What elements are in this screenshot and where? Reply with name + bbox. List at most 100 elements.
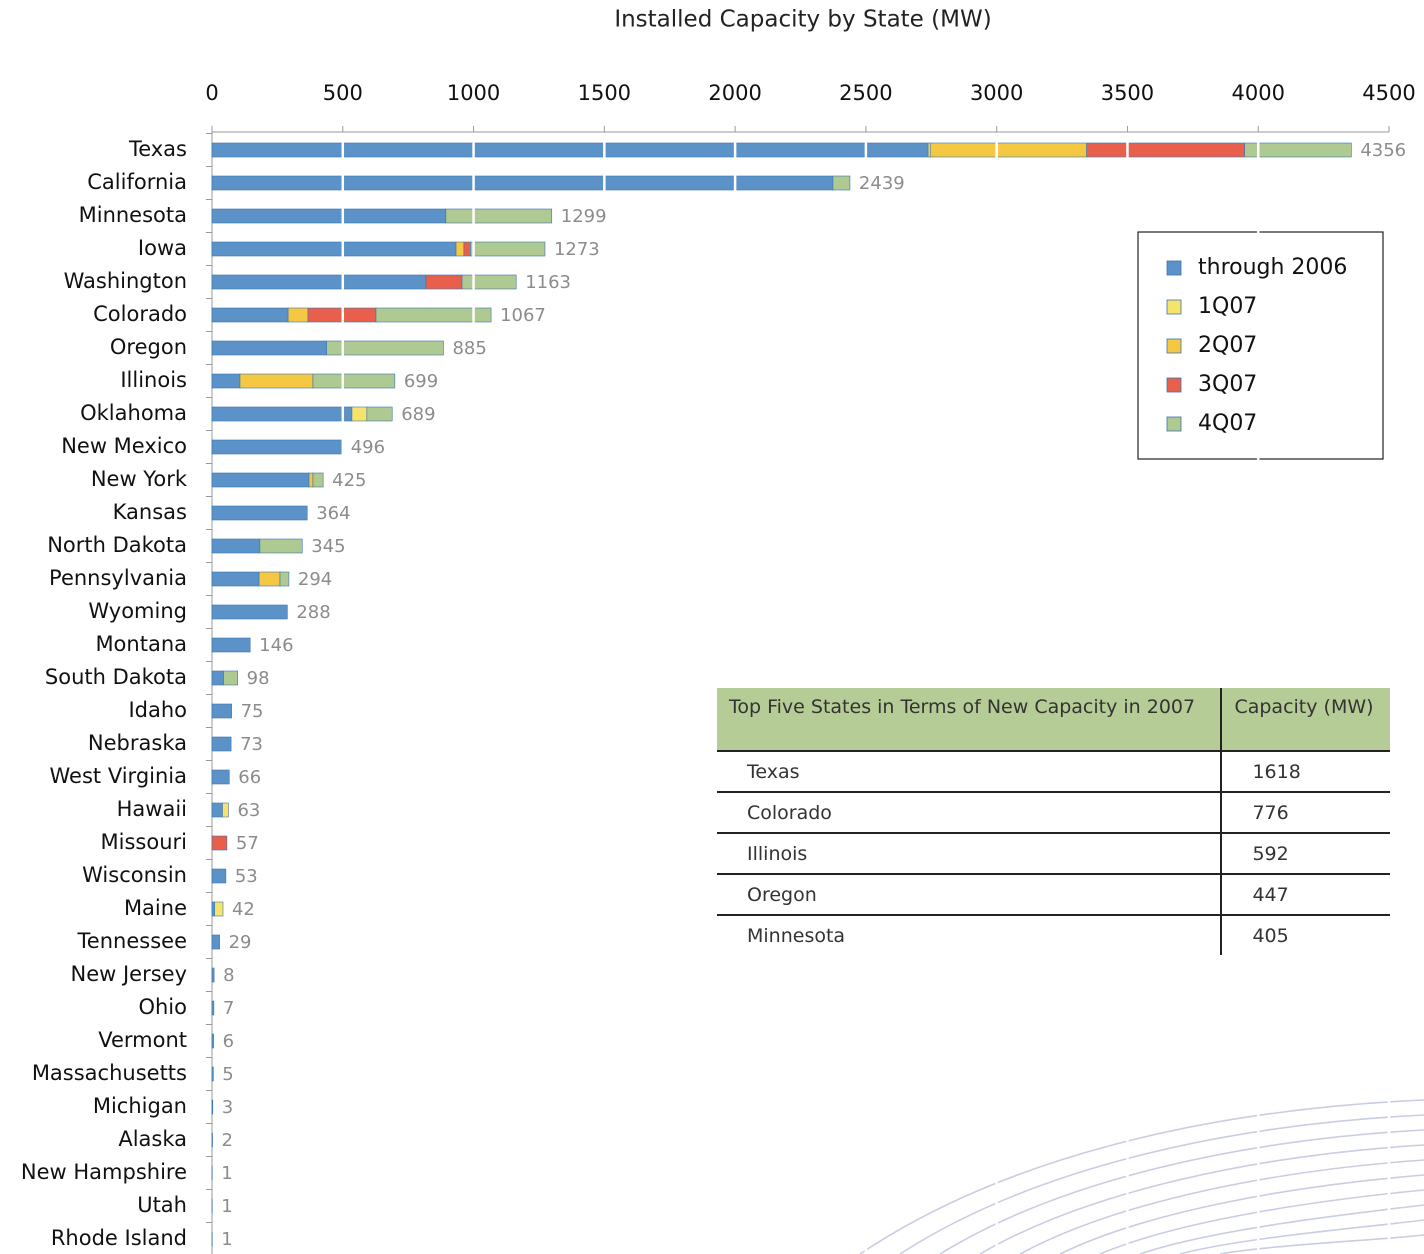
total-label: 146: [259, 635, 293, 656]
bar-segment: [211, 670, 224, 686]
x-tick-label: 3500: [1101, 81, 1154, 105]
total-label: 885: [452, 338, 486, 359]
y-tick-label: Illinois: [120, 368, 187, 392]
total-label: 1: [221, 1229, 232, 1250]
legend-label: 4Q07: [1198, 411, 1257, 436]
x-tick-label: 4500: [1362, 81, 1415, 105]
table-cell: Oregon: [717, 874, 1222, 916]
total-label: 1: [221, 1163, 232, 1184]
bar-segment: [366, 406, 393, 422]
bar-segment: [463, 241, 471, 257]
y-tick-label: New Hampshire: [21, 1160, 187, 1184]
table-cell: 592: [1220, 833, 1390, 875]
bar-segment: [445, 208, 553, 224]
bar-segment: [211, 538, 261, 554]
y-tick-label: Hawaii: [117, 797, 187, 821]
y-tick-label: New Mexico: [61, 434, 187, 458]
total-label: 345: [311, 536, 345, 557]
bar-segment: [211, 1099, 214, 1115]
bar-segment: [211, 1000, 215, 1016]
bar-segment: [326, 340, 444, 356]
total-label: 42: [232, 899, 255, 920]
bar-segment: [211, 835, 228, 851]
table-header: Capacity (MW): [1220, 688, 1390, 752]
table-cell: Minnesota: [747, 924, 846, 947]
bar-segment: [312, 472, 324, 488]
table-header: Top Five States in Terms of New Capacity…: [717, 688, 1222, 752]
y-tick-label: Rhode Island: [51, 1226, 187, 1250]
bar-segment: [211, 703, 232, 719]
bar-segment: [211, 769, 230, 785]
bar-segment: [211, 472, 310, 488]
total-label: 288: [296, 602, 330, 623]
total-label: 66: [238, 767, 261, 788]
total-label: 294: [298, 569, 332, 590]
bar-segment: [927, 142, 931, 158]
y-tick-label: Missouri: [101, 830, 187, 854]
y-tick-label: Texas: [128, 137, 187, 161]
y-tick-label: Iowa: [138, 236, 187, 260]
legend-swatch: [1166, 260, 1182, 276]
y-tick-label: California: [87, 170, 187, 194]
y-tick-label: New York: [91, 467, 188, 491]
bar-segment: [223, 670, 238, 686]
y-tick-label: Oklahoma: [80, 401, 187, 425]
total-label: 4356: [1360, 140, 1406, 161]
table-cell: Colorado: [717, 792, 1222, 834]
bar-segment: [470, 241, 546, 257]
total-label: 2439: [859, 173, 905, 194]
bar-segment: [351, 406, 368, 422]
bar-segment: [211, 604, 288, 620]
x-tick-label: 4000: [1231, 81, 1284, 105]
total-label: 73: [240, 734, 263, 755]
bar-segment: [929, 142, 1087, 158]
y-tick-label: Tennessee: [77, 929, 187, 953]
bar-segment: [211, 274, 427, 290]
bar-segment: [287, 307, 309, 323]
total-label: 7: [223, 998, 234, 1019]
bar-segment: [259, 538, 303, 554]
bar-segment: [211, 1066, 214, 1082]
legend-label: through 2006: [1198, 255, 1347, 280]
y-tick-label: Massachusetts: [32, 1061, 187, 1085]
data-table: Top Five States in Terms of New Capacity…: [717, 688, 1390, 955]
total-label: 699: [404, 371, 438, 392]
total-label: 1163: [525, 272, 571, 293]
y-tick-label: Wisconsin: [82, 863, 187, 887]
x-tick-label: 1000: [447, 81, 500, 105]
total-label: 1273: [554, 239, 600, 260]
total-label: 2: [222, 1130, 233, 1151]
y-tick-label: Nebraska: [88, 731, 187, 755]
bar-segment: [312, 373, 396, 389]
legend-swatch: [1166, 338, 1182, 354]
y-tick-label: West Virginia: [50, 764, 187, 788]
legend-label: 2Q07: [1198, 333, 1257, 358]
bar-segment: [211, 934, 220, 950]
x-tick-label: 2000: [708, 81, 761, 105]
bar-segment: [211, 901, 215, 917]
y-tick-label: Idaho: [128, 698, 187, 722]
bar-segment: [211, 142, 929, 158]
y-tick-label: Utah: [137, 1193, 187, 1217]
y-tick-label: Ohio: [138, 995, 187, 1019]
bar-segment: [211, 571, 260, 587]
total-label: 425: [332, 470, 366, 491]
y-tick-label: Colorado: [93, 302, 187, 326]
table-cell: 1618: [1220, 751, 1390, 793]
bar-segment: [258, 571, 281, 587]
x-tick-label: 1500: [578, 81, 631, 105]
table-cell: Texas: [717, 751, 1222, 793]
x-tick-label: 0: [205, 81, 218, 105]
legend-swatch: [1166, 377, 1182, 393]
bar-segment: [375, 307, 492, 323]
bar-segment: [211, 208, 447, 224]
y-tick-label: Kansas: [113, 500, 187, 524]
bar-segment: [211, 802, 223, 818]
bar-segment: [211, 241, 457, 257]
total-label: 1: [221, 1196, 232, 1217]
legend-swatch: [1166, 299, 1182, 315]
y-tick-label: Wyoming: [88, 599, 187, 623]
x-tick-label: 3000: [970, 81, 1023, 105]
total-label: 29: [229, 932, 252, 953]
